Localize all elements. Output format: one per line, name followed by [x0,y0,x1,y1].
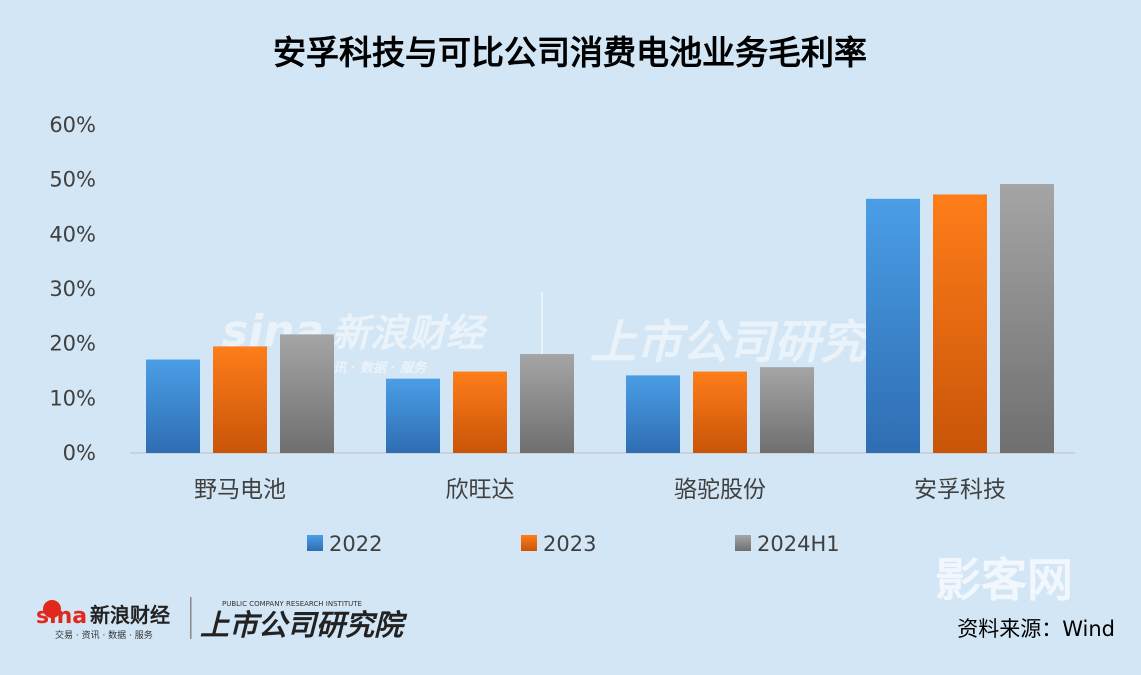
y-tick-label: 50% [49,168,96,192]
y-tick-label: 30% [49,277,96,301]
legend: 2022 2023 2024H1 [307,532,840,556]
bar-2024H1-安孚科技 [1000,184,1054,454]
bar-2023-安孚科技 [933,194,987,453]
bar-2023-骆驼股份 [693,371,747,453]
watermark-center: sina 新浪财经 交易 · 资讯 · 数据 · 服务 上市公司研究院 [222,292,919,376]
bar-2022-野马电池 [146,359,200,453]
y-axis: 0% 10% 20% 30% 40% 50% 60% [49,113,96,465]
bar-2024H1-野马电池 [280,334,334,453]
watermark-sina-name: 新浪财经 [332,311,489,355]
y-tick-label: 0% [63,441,96,465]
bar-2022-欣旺达 [386,378,440,453]
footer-logos: sina 新浪财经 交易 · 资讯 · 数据 · 服务 PUBLIC COMPA… [36,597,408,642]
corner-logo: 影客网 [935,553,1073,607]
legend-label: 2023 [543,532,596,556]
x-axis: 野马电池 欣旺达 骆驼股份 安孚科技 [194,477,1006,503]
bars [146,184,1054,454]
chart-title: 安孚科技与可比公司消费电池业务毛利率 [273,33,867,72]
bar-2022-骆驼股份 [626,375,680,453]
legend-label: 2024H1 [757,532,840,556]
x-category-label: 野马电池 [194,477,286,503]
bar-2024H1-欣旺达 [520,354,574,453]
y-tick-label: 40% [49,222,96,246]
sina-sub: 交易 · 资讯 · 数据 · 服务 [55,629,153,641]
legend-swatch [307,535,323,551]
y-tick-label: 60% [49,113,96,137]
research-en: PUBLIC COMPANY RESEARCH INSTITUTE [222,600,362,608]
x-category-label: 安孚科技 [914,477,1006,503]
bar-2023-野马电池 [213,346,267,453]
bar-2023-欣旺达 [453,371,507,453]
source-note: 资料来源：Wind [957,617,1115,641]
legend-label: 2022 [329,532,382,556]
bar-2024H1-骆驼股份 [760,367,814,453]
legend-swatch [521,535,537,551]
x-category-label: 骆驼股份 [674,477,766,503]
y-tick-label: 20% [49,332,96,356]
x-category-label: 欣旺达 [446,477,515,503]
sina-name: 新浪财经 [90,603,170,627]
bar-2022-安孚科技 [866,198,920,453]
research-name: 上市公司研究院 [200,608,408,642]
y-tick-label: 10% [49,386,96,410]
sina-logo: sina [36,604,87,629]
legend-swatch [735,535,751,551]
watermark-research-name: 上市公司研究院 [590,315,919,369]
